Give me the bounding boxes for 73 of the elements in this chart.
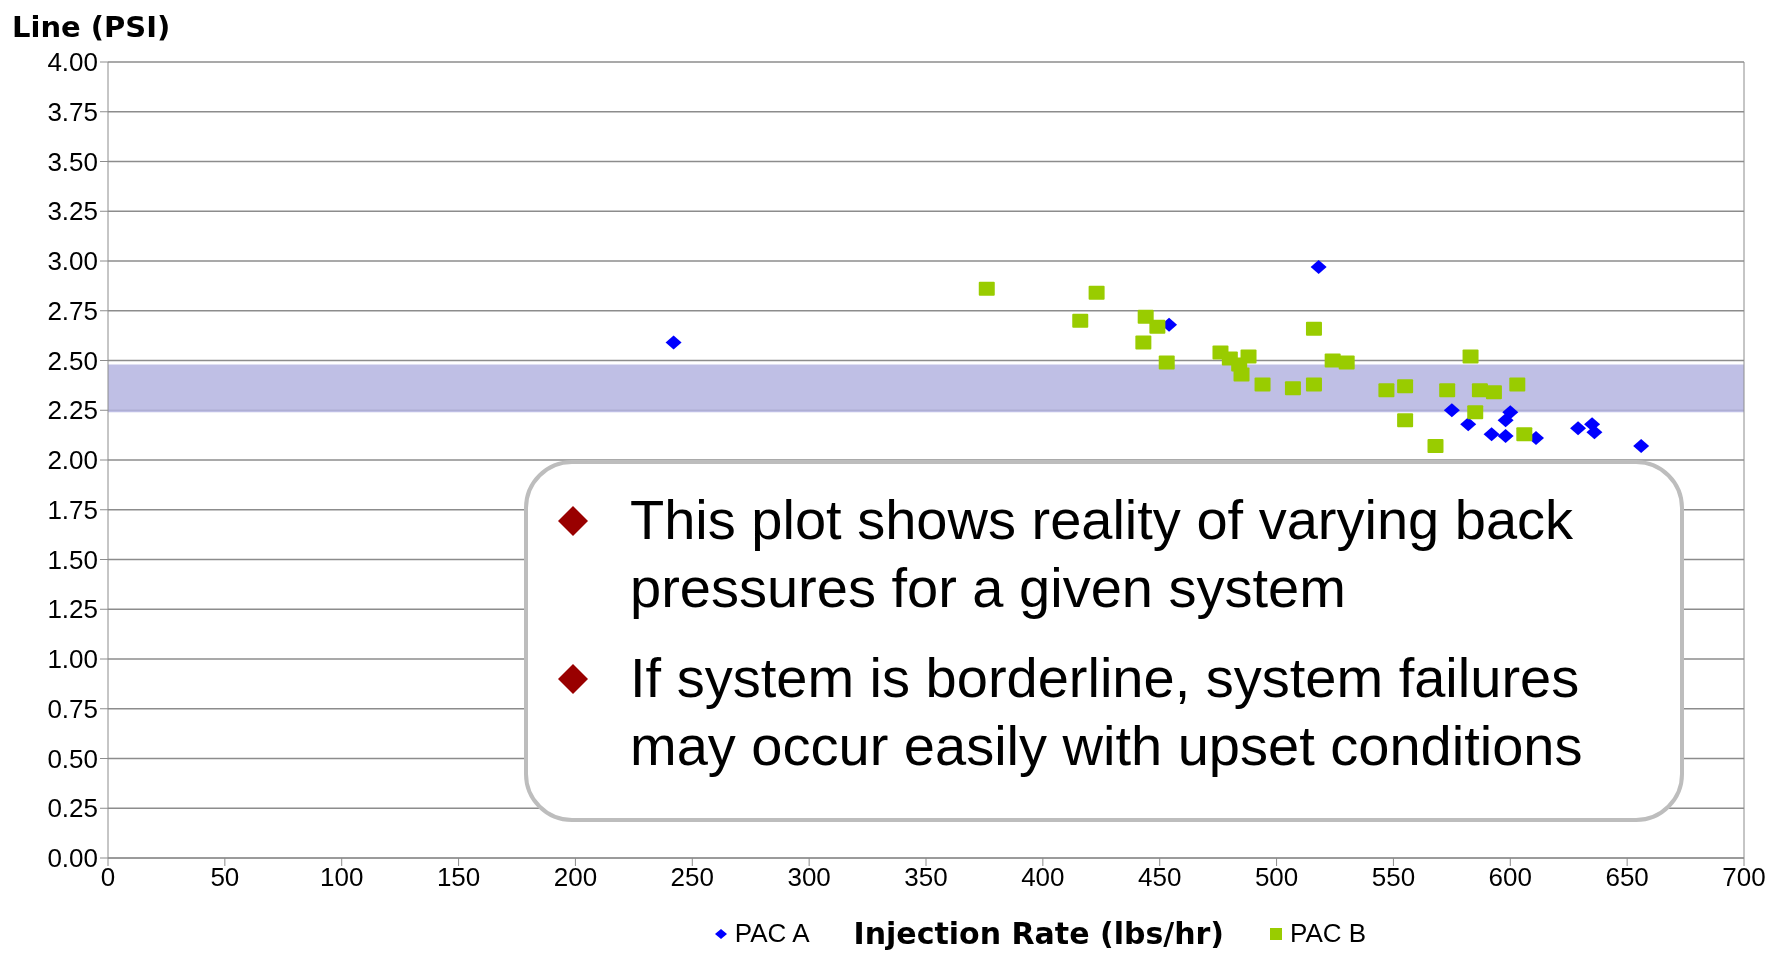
point bbox=[1338, 355, 1355, 370]
point bbox=[1483, 427, 1500, 442]
y-tick-label: 2.25 bbox=[47, 395, 98, 426]
y-tick-label: 1.00 bbox=[47, 644, 98, 675]
y-axis-title: Line (PSI) bbox=[12, 10, 171, 44]
y-tick-label: 4.00 bbox=[47, 47, 98, 78]
point bbox=[1462, 349, 1479, 364]
point bbox=[1072, 313, 1089, 328]
point bbox=[1443, 403, 1460, 418]
y-tick-label: 3.25 bbox=[47, 196, 98, 227]
y-tick-label: 0.00 bbox=[47, 843, 98, 874]
annotation: This plot shows reality of varying back pressures for a given system bbox=[630, 487, 1575, 621]
point bbox=[1439, 383, 1456, 398]
y-tick-label: 3.75 bbox=[47, 96, 98, 127]
point bbox=[665, 335, 682, 350]
y-tick-label: 0.25 bbox=[47, 793, 98, 824]
x-tick-label: 650 bbox=[1605, 862, 1649, 893]
y-tick-label: 1.50 bbox=[47, 544, 98, 575]
point bbox=[1233, 367, 1250, 382]
y-tick-label: 3.50 bbox=[47, 146, 98, 177]
x-axis-title: Injection Rate (lbs/hr) bbox=[853, 916, 1225, 951]
x-tick-label: 150 bbox=[436, 862, 481, 893]
x-tick-label: 350 bbox=[904, 862, 948, 893]
point bbox=[1310, 259, 1327, 274]
x-tick-label: 550 bbox=[1371, 862, 1416, 893]
x-tick-label: 100 bbox=[320, 862, 364, 893]
point bbox=[1497, 429, 1514, 444]
point bbox=[1305, 377, 1322, 392]
point bbox=[1570, 421, 1587, 436]
point bbox=[1397, 379, 1414, 394]
point bbox=[1397, 413, 1414, 428]
point bbox=[1149, 319, 1166, 334]
x-tick-label: 700 bbox=[1722, 862, 1766, 893]
x-tick-label: 450 bbox=[1138, 862, 1182, 893]
y-tick-label: 2.00 bbox=[47, 445, 98, 476]
x-tick-label: 400 bbox=[1021, 862, 1065, 893]
callout-box: This plot shows reality of varying back pressures for a given system If system is borderline, system failures may occur easily with upset conditions bbox=[524, 460, 1684, 822]
x-tick-label: 200 bbox=[553, 862, 598, 893]
point bbox=[1485, 385, 1502, 400]
legend-label: PAC B bbox=[1289, 918, 1367, 949]
x-tick-label: 500 bbox=[1254, 862, 1299, 893]
y-tick-label: 1.25 bbox=[47, 594, 98, 625]
y-tick-label: 1.75 bbox=[47, 494, 98, 525]
point bbox=[1467, 405, 1484, 420]
point bbox=[1135, 335, 1152, 350]
y-tick-label: 3.00 bbox=[47, 246, 98, 277]
point bbox=[1254, 377, 1271, 392]
y-tick-label: 0.75 bbox=[47, 693, 98, 724]
point bbox=[1378, 383, 1395, 398]
point bbox=[1088, 285, 1105, 300]
point bbox=[1427, 439, 1444, 454]
x-tick-label: 300 bbox=[787, 862, 831, 893]
legend-label: PAC A bbox=[733, 918, 810, 949]
y-tick-label: 2.75 bbox=[47, 295, 98, 326]
point bbox=[1305, 321, 1322, 336]
point bbox=[978, 281, 995, 296]
point bbox=[1509, 377, 1526, 392]
point bbox=[1502, 405, 1519, 420]
point bbox=[1284, 381, 1301, 396]
point bbox=[1633, 439, 1650, 454]
point bbox=[1460, 417, 1477, 432]
point bbox=[1516, 427, 1533, 442]
point bbox=[1586, 425, 1603, 440]
x-tick-label: 50 bbox=[210, 862, 240, 893]
point bbox=[1137, 309, 1154, 324]
y-tick-label: 2.50 bbox=[47, 345, 98, 376]
point bbox=[1240, 349, 1257, 364]
x-tick-label: 0 bbox=[100, 862, 116, 893]
x-tick-label: 250 bbox=[670, 862, 714, 893]
x-tick-label: 600 bbox=[1488, 862, 1532, 893]
y-tick-label: 0.50 bbox=[47, 743, 98, 774]
point bbox=[1158, 355, 1175, 370]
annotation: If system is borderline, system failures may occur easily with upset conditions bbox=[630, 645, 1584, 779]
